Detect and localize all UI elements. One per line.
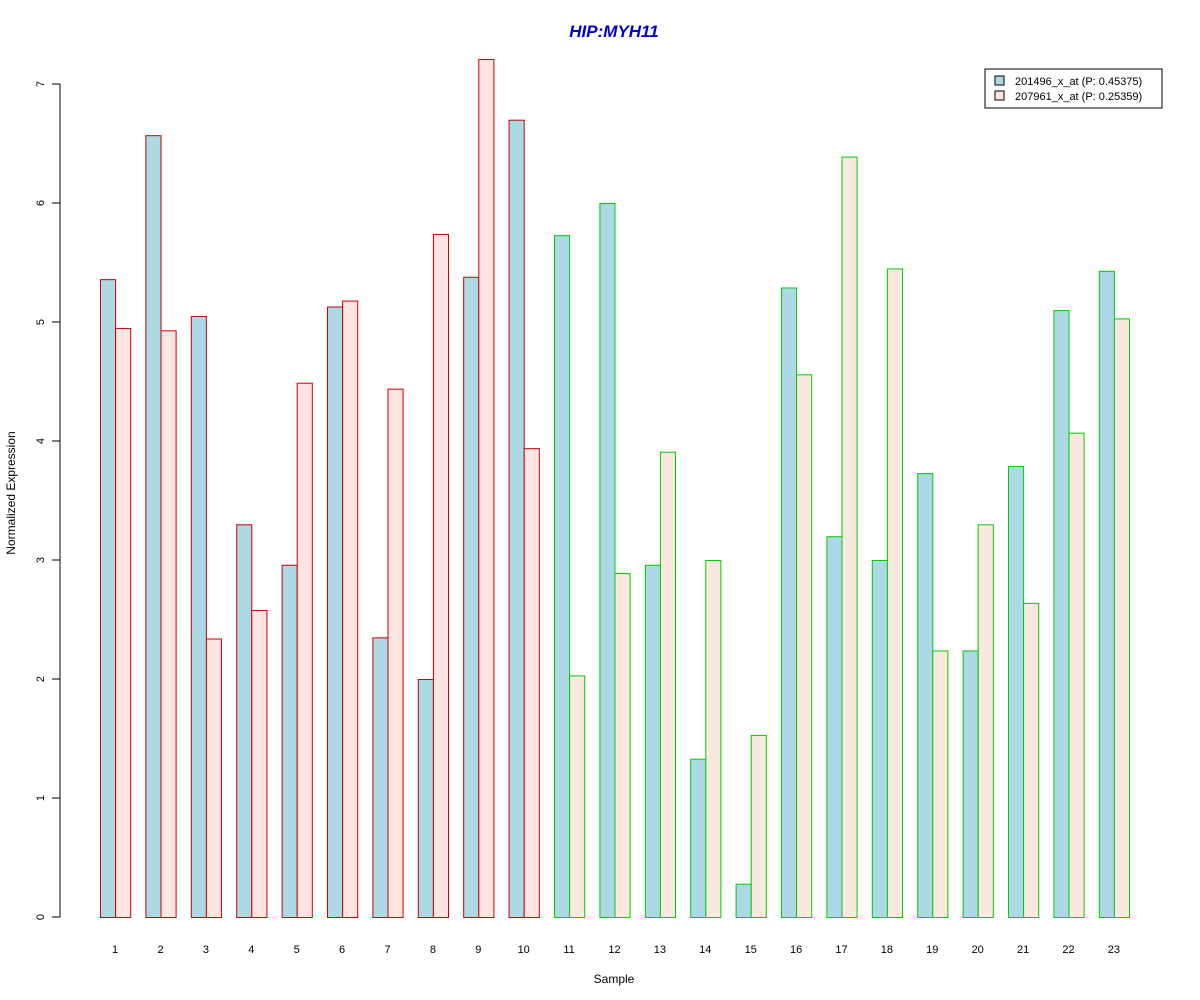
bar-207961-sample-14 (705, 560, 722, 918)
bar-207961-sample-22 (1068, 432, 1085, 918)
bar-207961-sample-9 (478, 59, 495, 918)
y-axis-ticks: 0 1 2 3 4 5 6 7 (35, 81, 60, 920)
bar-207961-sample-15 (750, 734, 767, 918)
x-tick-label: 11 (563, 944, 574, 956)
y-tick-label: 1 (35, 795, 47, 801)
x-tick-label: 8 (430, 944, 436, 956)
x-tick-label: 16 (790, 944, 802, 956)
x-tick-label: 10 (518, 944, 530, 956)
bar-207961-sample-3 (205, 638, 222, 918)
x-tick-label: 12 (608, 944, 620, 956)
legend-label-201496: 201496_x_at (P: 0.45375) (1015, 76, 1142, 88)
x-tick-label: 13 (654, 944, 666, 956)
bar-201496-sample-14 (690, 758, 707, 918)
legend-swatch-201496 (994, 75, 1005, 86)
y-tick-label: 2 (35, 676, 47, 682)
bar-207961-sample-13 (659, 451, 677, 918)
bar-201496-sample-9 (463, 276, 480, 918)
bar-201496-sample-12 (599, 203, 616, 918)
bar-201496-sample-1 (100, 279, 117, 919)
bar-201496-sample-16 (781, 287, 798, 918)
bar-201496-sample-15 (735, 883, 752, 918)
y-tick-label: 3 (35, 557, 47, 563)
bar-207961-sample-20 (977, 524, 994, 918)
bar-201496-sample-23 (1098, 270, 1115, 918)
bar-201496-sample-7 (372, 637, 389, 918)
x-tick-label: 6 (339, 944, 345, 956)
x-tick-label: 18 (881, 944, 893, 956)
x-tick-label: 7 (384, 944, 390, 956)
bar-201496-sample-11 (554, 235, 571, 918)
bar-207961-sample-8 (432, 233, 449, 918)
legend-label-207961: 207961_x_at (P: 0.25359) (1015, 91, 1142, 103)
x-tick-label: 20 (972, 944, 984, 956)
bar-201496-sample-21 (1008, 465, 1025, 918)
bar-207961-sample-18 (886, 268, 904, 918)
bar-207961-sample-21 (1023, 602, 1040, 919)
bar-207961-sample-1 (115, 327, 132, 918)
bar-207961-sample-7 (387, 388, 404, 918)
bar-201496-sample-13 (644, 564, 661, 918)
x-tick-label: 4 (248, 944, 254, 956)
x-tick-label: 2 (157, 944, 163, 956)
bar-201496-sample-3 (190, 316, 207, 918)
bar-207961-sample-17 (841, 156, 858, 918)
bar-201496-sample-22 (1053, 310, 1070, 919)
bar-201496-sample-10 (508, 119, 525, 918)
bar-207961-sample-11 (569, 675, 586, 918)
y-tick-label: 4 (35, 438, 47, 444)
bar-207961-sample-19 (932, 650, 949, 918)
bar-207961-sample-16 (796, 374, 813, 918)
x-tick-label: 17 (835, 944, 847, 956)
bar-207961-sample-4 (251, 609, 268, 918)
legend-box (984, 68, 1163, 109)
x-tick-label: 1 (112, 944, 118, 956)
x-tick-label: 9 (475, 944, 481, 956)
bar-201496-sample-8 (417, 679, 434, 918)
bar-201496-sample-17 (826, 536, 843, 918)
x-tick-label: 19 (926, 944, 938, 956)
bar-207961-sample-10 (523, 448, 540, 918)
bar-207961-sample-6 (342, 300, 359, 918)
bar-201496-sample-6 (327, 306, 344, 918)
y-tick-label: 5 (35, 319, 47, 325)
x-axis-tick-labels: 1 2 3 4 5 6 7 8 9 10 11 12 13 14 15 16 17 18 19 20 21 22 23 (112, 944, 1120, 956)
bars (100, 59, 1131, 919)
bar-201496-sample-18 (871, 560, 888, 918)
x-tick-label: 22 (1062, 944, 1074, 956)
x-tick-label: 14 (699, 944, 711, 956)
x-tick-label: 21 (1017, 944, 1029, 956)
bar-201496-sample-2 (145, 135, 162, 919)
x-axis-label: Sample (594, 972, 635, 986)
y-tick-label: 0 (35, 914, 47, 920)
bar-201496-sample-19 (917, 473, 934, 918)
bar-207961-sample-2 (160, 330, 177, 918)
x-tick-label: 15 (745, 944, 757, 956)
legend-swatch-207961 (994, 90, 1005, 101)
bar-201496-sample-5 (281, 564, 298, 918)
x-tick-label: 23 (1108, 944, 1120, 956)
bar-207961-sample-12 (614, 573, 631, 919)
bar-207961-sample-5 (296, 382, 313, 918)
y-tick-label: 6 (35, 200, 47, 206)
chart-title: HIP:MYH11 (569, 22, 658, 41)
legend: 201496_x_at (P: 0.45375) 207961_x_at (P:… (984, 68, 1163, 109)
y-tick-label: 7 (35, 81, 47, 87)
bar-201496-sample-4 (236, 524, 253, 918)
x-tick-label: 5 (294, 944, 300, 956)
y-axis-label: Normalized Expression (4, 431, 18, 554)
x-tick-label: 3 (203, 944, 209, 956)
bar-201496-sample-20 (962, 650, 979, 918)
bar-207961-sample-23 (1113, 318, 1131, 918)
